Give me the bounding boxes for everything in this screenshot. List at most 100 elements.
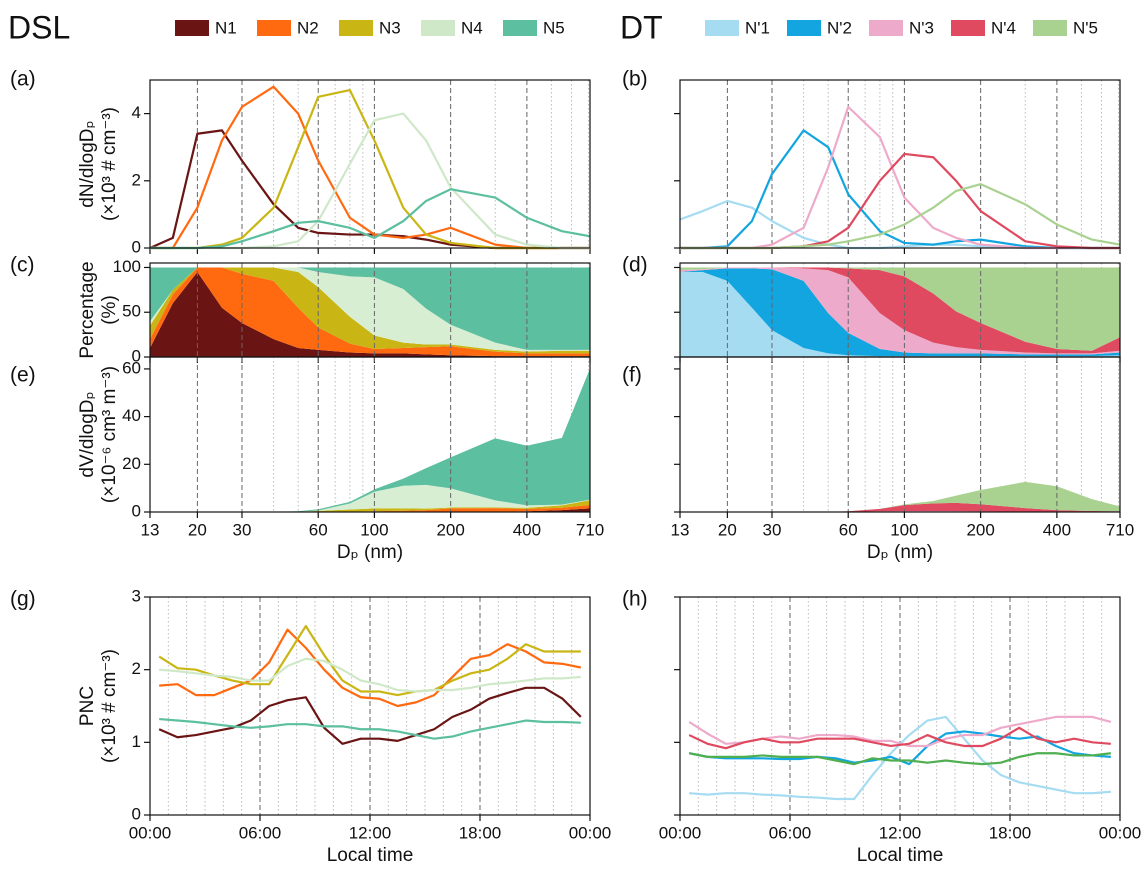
x-tick-label: 100 [890,520,918,539]
x-tick-label: 200 [436,520,464,539]
legend-swatch [175,20,209,36]
x-tick-label: 13 [671,520,690,539]
x-tick-label: 00:00 [129,823,172,842]
y-axis-label: Percentage [77,261,98,358]
y-tick-label: 0 [132,346,141,365]
plot-frame [149,356,591,513]
y-axis-label: dV/dlogDₚ [77,391,98,477]
x-tick-label: 18:00 [989,823,1032,842]
x-tick-label: 100 [360,520,388,539]
x-tick-label: 200 [966,520,994,539]
legend-swatch [787,20,821,36]
line [688,752,1111,766]
panel-label: (f) [622,364,642,387]
legend-swatch [705,20,739,36]
y-tick-label: 2 [132,659,141,678]
x-axis-label: Local time [857,845,944,866]
y-tick-label: 2 [132,170,141,189]
x-tick-label: 00:00 [659,823,702,842]
panel-label: (c) [10,254,35,277]
column-title: DT [620,9,663,45]
x-tick-label: 400 [513,520,541,539]
x-tick-label: 30 [763,520,782,539]
y-axis-label: dN/dlogDₚ [77,120,98,207]
x-tick-label: 60 [839,520,858,539]
column-title: DSL [8,9,70,45]
x-tick-label: 400 [1043,520,1071,539]
line [158,624,581,697]
legend-label: N1 [215,18,237,37]
area [150,500,590,512]
y-tick-label: 50 [122,302,141,321]
y-tick-label: 100 [113,257,141,276]
legend-label: N'2 [827,18,852,37]
y-tick-label: 40 [122,406,141,425]
x-tick-label: 00:00 [569,823,612,842]
area [680,267,1120,351]
area [680,268,1120,357]
x-tick-label: 12:00 [879,823,922,842]
x-tick-label: 30 [233,520,252,539]
legend-swatch [869,20,903,36]
panel-label: (g) [10,588,36,611]
x-tick-label: 06:00 [769,823,812,842]
y-axis-label: (×10³ # cm⁻³) [99,107,120,221]
legend-swatch [257,20,291,36]
x-tick-label: 60 [309,520,328,539]
legend-label: N2 [297,18,319,37]
x-tick-label: 18:00 [459,823,502,842]
plot-frame [679,79,1121,249]
x-tick-label: 06:00 [239,823,282,842]
legend-label: N4 [461,18,483,37]
panel-label: (b) [622,68,648,91]
x-tick-label: 20 [188,520,207,539]
line [680,129,1120,250]
line [158,686,582,745]
area [150,271,590,357]
y-tick-label: 1 [132,732,141,751]
area [150,267,590,352]
area [680,267,1120,355]
area [150,484,590,512]
line [150,188,591,250]
y-tick-label: 20 [122,454,141,473]
plot-frame [679,596,1121,816]
legend-swatch [1033,20,1067,36]
plot-frame [149,596,591,816]
y-tick-label: 0 [132,237,141,256]
panel-label: (d) [622,254,648,277]
area [150,267,590,357]
panel-label: (a) [10,68,36,91]
area [680,267,1120,354]
legend-label: N'4 [991,18,1016,37]
x-tick-label: 00:00 [1099,823,1142,842]
y-tick-label: 3 [132,586,141,605]
legend-label: N3 [379,18,401,37]
y-tick-label: 60 [122,358,141,377]
legend-label: N'3 [909,18,934,37]
area [680,271,1120,357]
y-tick-label: 0 [132,501,141,520]
x-tick-label: 12:00 [349,823,392,842]
y-axis-label: PNC [77,686,98,726]
x-tick-label: 20 [718,520,737,539]
panel-label: (h) [622,588,648,611]
panel-label: (e) [10,364,36,387]
line [688,726,1111,750]
x-axis-label: Dₚ (nm) [337,542,403,563]
legend-label: N'5 [1073,18,1098,37]
area [150,267,590,354]
line [159,657,581,693]
y-axis-label: (×10³ # cm⁻³) [99,649,120,763]
legend-swatch [503,20,537,36]
plot-frame [149,79,591,249]
x-tick-label: 710 [1106,520,1134,539]
legend-swatch [421,20,455,36]
x-tick-label: 710 [576,520,604,539]
x-axis-label: Local time [327,845,414,866]
legend-label: N'1 [745,18,770,37]
line [159,717,581,740]
legend-swatch [951,20,985,36]
legend-label: N5 [543,18,565,37]
